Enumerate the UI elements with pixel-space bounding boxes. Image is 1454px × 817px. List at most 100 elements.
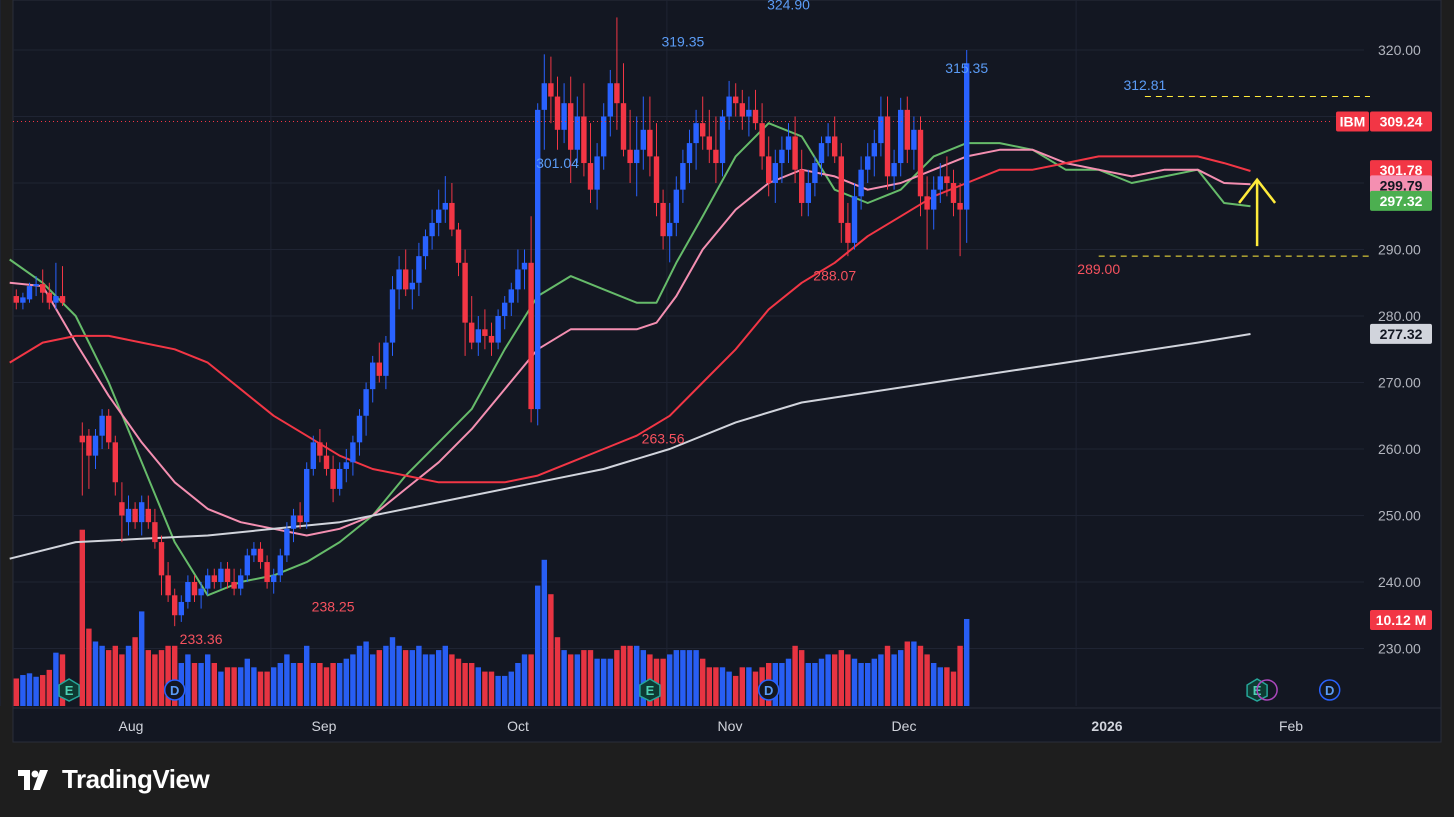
- volume-bar: [884, 645, 891, 706]
- candle-body: [871, 143, 877, 157]
- candle-body: [627, 149, 633, 164]
- candle-body: [119, 502, 125, 516]
- price-label-text: 277.32: [1380, 326, 1423, 342]
- price-axis[interactable]: 320.00 290.00 280.00 270.00 260.00 250.00 240.…: [1378, 42, 1421, 657]
- volume-bar: [785, 658, 792, 706]
- volume-bar: [838, 650, 844, 706]
- candle-body: [733, 96, 739, 104]
- candle-body: [343, 462, 349, 469]
- candle-body: [449, 202, 455, 230]
- annotation-high: 324.90: [767, 0, 810, 12]
- volume-bar: [383, 645, 389, 706]
- price-label-box: [1370, 190, 1432, 211]
- moving-averages: [9, 122, 1251, 597]
- volume-bar: [482, 671, 488, 706]
- arrow-head: [1238, 177, 1277, 204]
- candle-body: [706, 136, 712, 150]
- candle-body: [488, 335, 495, 343]
- candle-body: [231, 582, 237, 589]
- price-label-box: [1370, 111, 1432, 132]
- volume-bar: [40, 675, 46, 706]
- annotation-low: 289.00: [1077, 261, 1120, 277]
- candle-body: [944, 176, 950, 183]
- candle-body: [238, 575, 244, 589]
- volume-bar: [878, 654, 884, 706]
- volume-bar: [343, 658, 349, 706]
- candle-body: [964, 63, 970, 210]
- time-axis[interactable]: Aug Sep Oct Nov Dec 2026 Feb: [13, 707, 1441, 734]
- volume-bar: [502, 675, 508, 706]
- candle-body: [581, 116, 587, 164]
- brand-logo[interactable]: TradingView: [16, 764, 210, 795]
- volume-bar: [686, 650, 693, 706]
- candle-body: [469, 322, 475, 343]
- candle-body: [515, 269, 521, 290]
- moving-average-line: [9, 148, 1251, 537]
- candle-body: [587, 163, 594, 190]
- candle-body: [211, 575, 217, 582]
- candle-body: [132, 508, 138, 523]
- price-tick-label: 250.00: [1378, 508, 1421, 524]
- volume-bar: [719, 667, 726, 706]
- candle-body: [845, 222, 851, 243]
- volume-bar: [812, 663, 818, 706]
- volume-bar: [924, 654, 930, 706]
- volume-bar: [86, 628, 92, 706]
- volume-bar: [238, 667, 244, 706]
- volume-bar: [568, 654, 574, 706]
- volume-bar: [211, 663, 217, 706]
- volume-bar: [871, 658, 877, 706]
- candle-body: [482, 329, 488, 336]
- candle-body: [112, 442, 118, 483]
- volume-bar: [799, 650, 805, 706]
- volume-bar: [218, 671, 224, 706]
- candle-body: [950, 183, 957, 203]
- volume-bar: [964, 618, 970, 706]
- volume-bar: [363, 641, 369, 706]
- price-label-box: [1336, 111, 1369, 132]
- candle-body: [409, 282, 415, 290]
- time-tick-label: Feb: [1279, 718, 1303, 734]
- volume-bar: [832, 654, 838, 706]
- volume-bars: [13, 529, 970, 706]
- volume-bar: [713, 667, 719, 706]
- volume-bar: [528, 654, 534, 706]
- candle-body: [752, 109, 759, 124]
- candle-body: [165, 575, 171, 596]
- candle-body: [502, 302, 508, 316]
- volume-bar: [284, 654, 290, 706]
- grid-lines: [0, 0, 1364, 706]
- candle-body: [416, 256, 422, 283]
- volume-bar: [53, 652, 59, 706]
- price-label-text: 10.12 M: [1376, 612, 1427, 628]
- candle-body: [350, 442, 356, 463]
- volume-bar: [858, 663, 864, 706]
- volume-bar: [904, 641, 910, 706]
- volume-bar: [198, 663, 204, 706]
- candle-body: [614, 83, 620, 104]
- volume-bar: [495, 675, 501, 706]
- volume-bar: [845, 654, 851, 706]
- volume-bar: [396, 645, 402, 706]
- volume-bar: [205, 654, 211, 706]
- volume-bar: [607, 658, 613, 706]
- volume-bar: [304, 645, 310, 706]
- volume-bar: [152, 654, 158, 706]
- price-label-box: [1370, 160, 1432, 181]
- volume-bar: [614, 650, 620, 706]
- candle-body: [257, 548, 264, 563]
- candle-body: [653, 156, 660, 203]
- candlestick-chart[interactable]: 324.90 319.35 315.35 312.81 301.04 288.07 289.…: [0, 0, 1454, 745]
- candle-body: [594, 156, 600, 190]
- candle-body: [726, 96, 732, 117]
- split-event-icon: [1256, 679, 1278, 701]
- volume-bar: [706, 667, 712, 706]
- volume-bar: [172, 645, 178, 706]
- candle-body: [700, 123, 706, 137]
- volume-bar: [119, 654, 125, 706]
- candle-body: [396, 269, 402, 290]
- volume-bar: [733, 675, 739, 706]
- volume-bar: [416, 645, 422, 706]
- volume-bar: [337, 663, 343, 706]
- volume-bar: [139, 611, 145, 706]
